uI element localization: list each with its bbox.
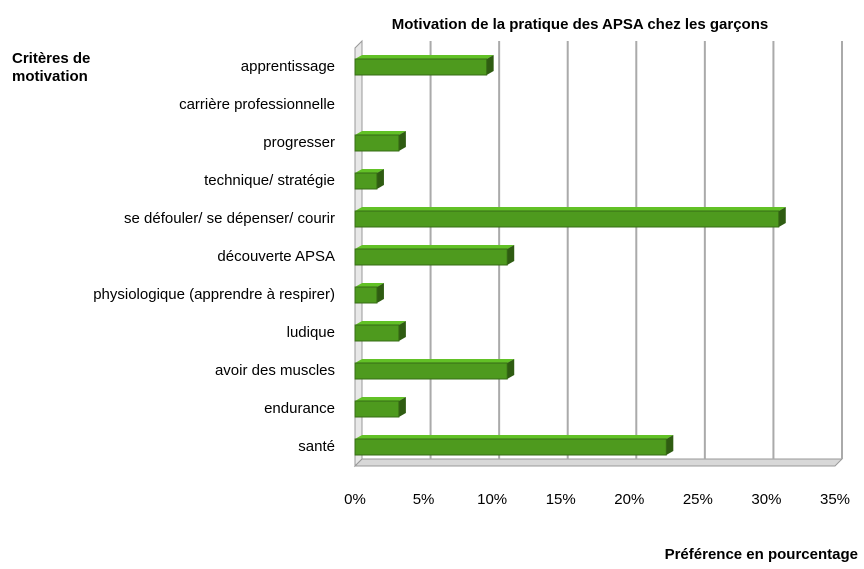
- y-tick-label: carrière professionnelle: [179, 96, 335, 113]
- floor: [353, 458, 844, 467]
- x-tick-label: 30%: [751, 491, 781, 508]
- bar-top: [355, 245, 515, 249]
- bar: [354, 58, 488, 76]
- x-tick-label: 5%: [413, 491, 435, 508]
- bar-top: [355, 55, 494, 59]
- bar-side: [376, 283, 384, 303]
- x-tick-label: 0%: [344, 491, 366, 508]
- bar: [354, 172, 378, 190]
- x-tick-label: 25%: [683, 491, 713, 508]
- bar-side: [666, 435, 674, 455]
- bar-top: [355, 359, 515, 363]
- y-axis-label: Critères de motivation: [12, 50, 91, 85]
- x-tick-label: 15%: [546, 491, 576, 508]
- y-tick-label: endurance: [264, 400, 335, 417]
- y-tick-label: technique/ stratégie: [204, 172, 335, 189]
- bar: [354, 400, 400, 418]
- chart-title: Motivation de la pratique des APSA chez …: [392, 16, 768, 33]
- y-tick-label: ludique: [287, 324, 335, 341]
- x-axis-label: Préférence en pourcentage: [665, 546, 858, 563]
- y-tick-label: apprentissage: [241, 58, 335, 75]
- y-tick-label: santé: [298, 438, 335, 455]
- bar-top: [355, 207, 786, 211]
- y-tick-label: physiologique (apprendre à respirer): [93, 286, 335, 303]
- bar-side: [398, 131, 406, 151]
- bar-side: [398, 321, 406, 341]
- bar-side: [398, 397, 406, 417]
- y-tick-label: découverte APSA: [217, 248, 335, 265]
- bar-side: [507, 245, 515, 265]
- y-tick-label: se défouler/ se dépenser/ courir: [124, 210, 335, 227]
- x-tick-label: 10%: [477, 491, 507, 508]
- bar: [354, 438, 667, 456]
- bar: [354, 210, 780, 228]
- y-tick-label: avoir des muscles: [215, 362, 335, 379]
- bar: [354, 286, 378, 304]
- bar-top: [355, 397, 406, 401]
- bar: [354, 134, 400, 152]
- y-tick-label: progresser: [263, 134, 335, 151]
- bar-top: [355, 131, 406, 135]
- x-tick-label: 20%: [614, 491, 644, 508]
- bar-side: [376, 169, 384, 189]
- bar-top: [355, 283, 384, 287]
- bar-top: [355, 321, 406, 325]
- bar-side: [507, 359, 515, 379]
- bar: [354, 324, 400, 342]
- bar: [354, 248, 508, 266]
- bar-top: [355, 435, 674, 439]
- bar-side: [486, 55, 494, 75]
- x-tick-label: 35%: [820, 491, 850, 508]
- bar-top: [355, 169, 384, 173]
- bar: [354, 362, 508, 380]
- bar-side: [778, 207, 786, 227]
